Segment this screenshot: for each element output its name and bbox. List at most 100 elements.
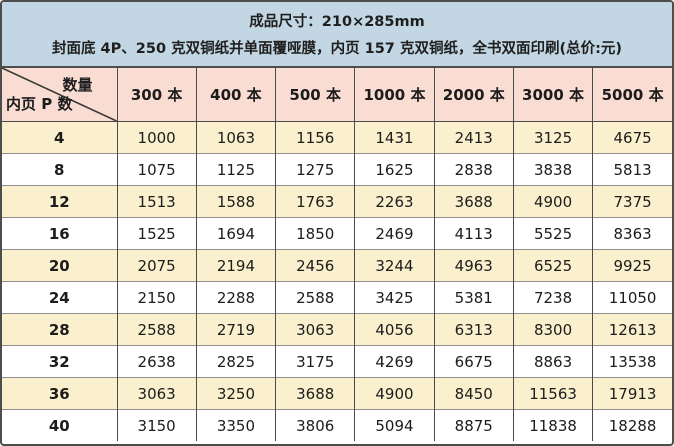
- diagonal-divider-line: [2, 68, 117, 121]
- pages-row-header: 32: [2, 345, 117, 378]
- price-cell: 2469: [354, 217, 435, 250]
- price-cell: 2150: [116, 281, 197, 314]
- price-cell: 7238: [512, 281, 593, 314]
- price-cell: 3425: [354, 281, 435, 314]
- price-row: 20 2075 2194 2456 3244 4963 6525 9925: [2, 249, 672, 282]
- price-cell: 3806: [275, 409, 355, 441]
- price-cell: 1075: [116, 153, 197, 186]
- table-header-note: 成品尺寸：210×285mm 封面底 4P、250 克双铜纸并单面覆哑膜，内页 …: [2, 2, 672, 68]
- price-row: 36 3063 3250 3688 4900 8450 11563 17913: [2, 377, 672, 410]
- paper-spec-line: 封面底 4P、250 克双铜纸并单面覆哑膜，内页 157 克双铜纸，全书双面印刷…: [52, 41, 622, 57]
- price-cell: 2456: [275, 249, 355, 282]
- price-cell: 6525: [512, 249, 593, 282]
- price-cell: 8863: [512, 345, 593, 378]
- price-cell: 11563: [512, 377, 593, 410]
- price-cell: 11838: [512, 409, 593, 441]
- price-cell: 12613: [592, 313, 672, 346]
- price-cell: 13538: [592, 345, 672, 378]
- diagonal-header-cell: 数量 内页 P 数: [2, 68, 117, 122]
- price-cell: 8300: [512, 313, 593, 346]
- price-row: 28 2588 2719 3063 4056 6313 8300 12613: [2, 313, 672, 346]
- price-cell: 17913: [592, 377, 672, 410]
- price-cell: 3125: [512, 121, 593, 154]
- price-cell: 18288: [592, 409, 672, 441]
- price-cell: 4900: [512, 185, 593, 218]
- price-cell: 1431: [354, 121, 435, 154]
- price-cell: 2719: [195, 313, 276, 346]
- price-cell: 3244: [354, 249, 435, 282]
- price-cell: 1513: [116, 185, 197, 218]
- price-cell: 1156: [275, 121, 355, 154]
- price-cell: 4900: [354, 377, 435, 410]
- price-cell: 2838: [433, 153, 514, 186]
- quantity-column-header: 2000 本: [433, 68, 514, 122]
- price-cell: 5813: [592, 153, 672, 186]
- price-cell: 1125: [195, 153, 276, 186]
- price-cell: 2588: [275, 281, 355, 314]
- price-row: 16 1525 1694 1850 2469 4113 5525 8363: [2, 217, 672, 250]
- price-cell: 4056: [354, 313, 435, 346]
- price-cell: 4963: [433, 249, 514, 282]
- pages-row-header: 16: [2, 217, 117, 250]
- price-cell: 2075: [116, 249, 197, 282]
- price-cell: 1000: [116, 121, 197, 154]
- price-cell: 2413: [433, 121, 514, 154]
- price-cell: 5094: [354, 409, 435, 441]
- pages-row-header: 12: [2, 185, 117, 218]
- quantity-column-header: 400 本: [195, 68, 276, 122]
- price-cell: 4675: [592, 121, 672, 154]
- price-cell: 3150: [116, 409, 197, 441]
- price-cell: 8450: [433, 377, 514, 410]
- pages-row-header: 8: [2, 153, 117, 186]
- column-header-row: 数量 内页 P 数 300 本 400 本 500 本 1000 本 2000 本 300…: [2, 68, 672, 122]
- quantity-axis-label: 数量: [62, 76, 93, 94]
- price-cell: 3688: [275, 377, 355, 410]
- inner-pages-axis-label: 内页 P 数: [6, 95, 73, 113]
- quantity-column-header: 5000 本: [592, 68, 672, 122]
- price-cell: 1588: [195, 185, 276, 218]
- price-cell: 4269: [354, 345, 435, 378]
- price-cell: 3175: [275, 345, 355, 378]
- quantity-column-header: 300 本: [116, 68, 197, 122]
- price-table: 数量 内页 P 数 300 本 400 本 500 本 1000 本 2000 本 300…: [2, 68, 672, 441]
- price-row: 4 1000 1063 1156 1431 2413 3125 4675: [2, 121, 672, 154]
- price-cell: 5381: [433, 281, 514, 314]
- price-cell: 11050: [592, 281, 672, 314]
- pages-row-header: 4: [2, 121, 117, 154]
- price-cell: 3838: [512, 153, 593, 186]
- price-cell: 2825: [195, 345, 276, 378]
- price-cell: 3350: [195, 409, 276, 441]
- price-cell: 2638: [116, 345, 197, 378]
- price-cell: 3063: [275, 313, 355, 346]
- price-cell: 9925: [592, 249, 672, 282]
- price-cell: 8875: [433, 409, 514, 441]
- quantity-column-header: 3000 本: [512, 68, 593, 122]
- quantity-column-header: 500 本: [275, 68, 355, 122]
- quantity-column-header: 1000 本: [354, 68, 435, 122]
- price-cell: 3688: [433, 185, 514, 218]
- pages-row-header: 40: [2, 409, 117, 441]
- price-cell: 1525: [116, 217, 197, 250]
- product-size-line: 成品尺寸：210×285mm: [249, 14, 425, 30]
- price-cell: 2194: [195, 249, 276, 282]
- price-cell: 1694: [195, 217, 276, 250]
- pages-row-header: 20: [2, 249, 117, 282]
- price-cell: 1850: [275, 217, 355, 250]
- price-cell: 2588: [116, 313, 197, 346]
- pages-row-header: 28: [2, 313, 117, 346]
- price-cell: 2288: [195, 281, 276, 314]
- price-row: 8 1075 1125 1275 1625 2838 3838 5813: [2, 153, 672, 186]
- price-cell: 7375: [592, 185, 672, 218]
- price-cell: 6313: [433, 313, 514, 346]
- price-cell: 6675: [433, 345, 514, 378]
- price-cell: 1763: [275, 185, 355, 218]
- pages-row-header: 24: [2, 281, 117, 314]
- price-row: 32 2638 2825 3175 4269 6675 8863 13538: [2, 345, 672, 378]
- price-cell: 8363: [592, 217, 672, 250]
- price-cell: 1625: [354, 153, 435, 186]
- pages-row-header: 36: [2, 377, 117, 410]
- price-cell: 5525: [512, 217, 593, 250]
- price-row: 24 2150 2288 2588 3425 5381 7238 11050: [2, 281, 672, 314]
- price-cell: 1063: [195, 121, 276, 154]
